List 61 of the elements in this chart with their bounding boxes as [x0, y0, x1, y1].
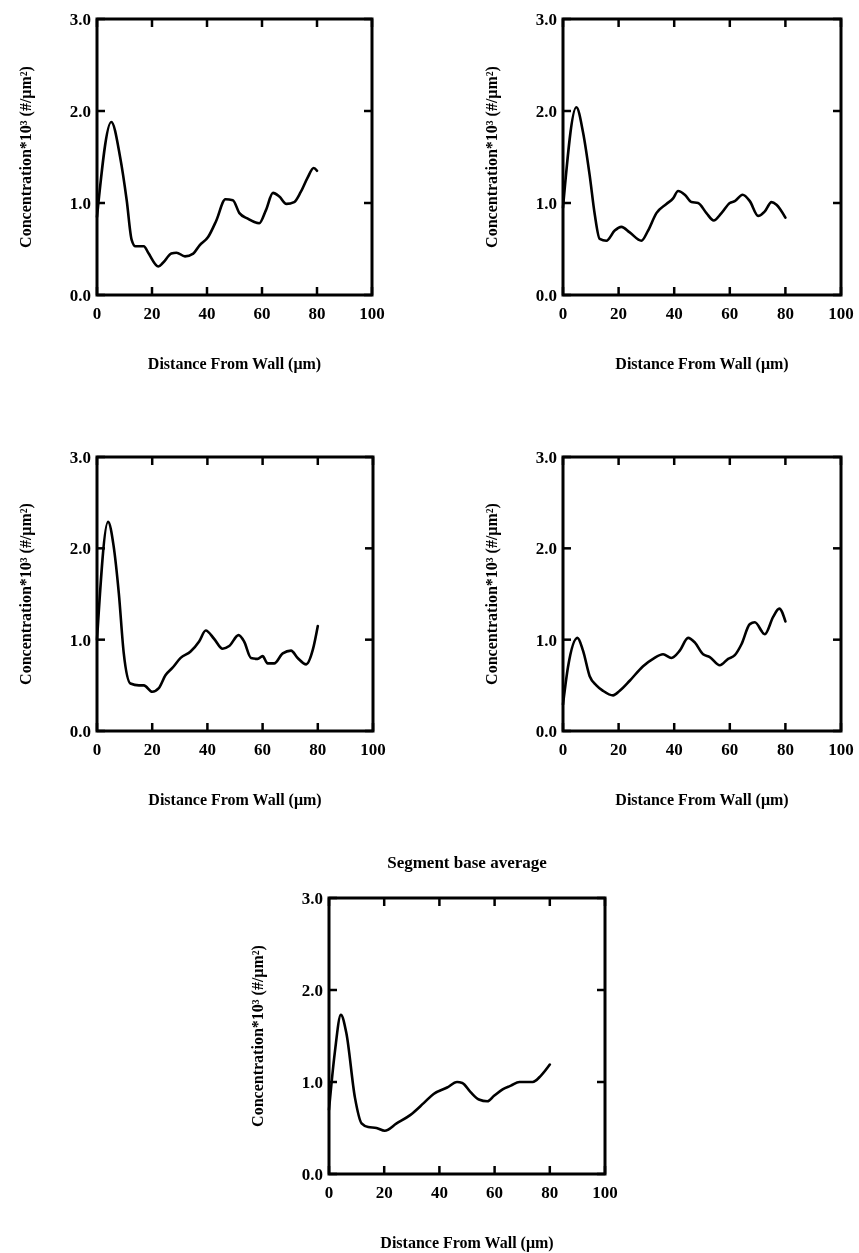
x-tick-label: 40	[665, 740, 683, 759]
x-tick-label: 100	[592, 1183, 618, 1202]
y-tick-label: 2.0	[69, 539, 91, 559]
y-tick-label: 0.0	[69, 285, 91, 305]
x-tick-label: 100	[360, 740, 386, 759]
x-tick-label: 80	[776, 304, 794, 323]
x-axis-title: Distance From Wall (μm)	[147, 355, 322, 373]
x-tick-label: 60	[721, 304, 739, 323]
y-tick-label: 1.0	[535, 193, 557, 213]
x-tick-label: 0	[92, 740, 102, 759]
y-tick-label: 1.0	[69, 193, 91, 213]
x-tick-label: 80	[309, 740, 327, 759]
y-tick-label: 3.0	[535, 9, 557, 29]
y-tick-label: 0.0	[301, 1164, 323, 1184]
x-axis-title: Distance From Wall (μm)	[615, 355, 789, 373]
x-tick-label: 40	[198, 304, 216, 323]
y-tick-label: 1.0	[301, 1072, 323, 1092]
x-tick-label: 0	[92, 304, 102, 323]
x-tick-label: 60	[254, 740, 272, 759]
x-tick-label: 100	[359, 304, 385, 323]
x-tick-label: 80	[541, 1183, 559, 1202]
y-tick-label: 0.0	[535, 285, 557, 305]
chart-title: Segment base average	[387, 853, 548, 872]
x-tick-label: 20	[143, 304, 161, 323]
y-tick-label: 0.0	[69, 721, 91, 741]
y-tick-label: 2.0	[535, 539, 557, 559]
y-axis-title: Concentration*10³ (#/μm²)	[17, 66, 35, 248]
x-tick-label: 20	[375, 1183, 393, 1202]
y-tick-label: 1.0	[69, 630, 91, 650]
x-axis-title: Distance From Wall (μm)	[148, 791, 322, 809]
x-tick-label: 40	[430, 1183, 448, 1202]
x-tick-label: 60	[253, 304, 271, 323]
y-axis-title: Concentration*10³ (#/μm²)	[17, 503, 35, 685]
y-tick-label: 3.0	[69, 9, 91, 29]
y-axis-title: Concentration*10³ (#/μm²)	[483, 66, 501, 248]
x-tick-label: 40	[198, 740, 216, 759]
x-tick-label: 0	[558, 304, 568, 323]
y-axis-title: Concentration*10³ (#/μm²)	[483, 503, 501, 685]
y-tick-label: 2.0	[69, 101, 91, 121]
y-tick-label: 3.0	[69, 447, 91, 467]
x-tick-label: 80	[308, 304, 326, 323]
y-tick-label: 1.0	[535, 630, 557, 650]
y-tick-label: 2.0	[301, 980, 323, 1000]
x-tick-label: 100	[828, 740, 854, 759]
x-tick-label: 60	[721, 740, 739, 759]
x-tick-label: 20	[610, 304, 628, 323]
x-tick-label: 100	[828, 304, 854, 323]
x-tick-label: 20	[143, 740, 161, 759]
x-tick-label: 0	[558, 740, 568, 759]
x-tick-label: 40	[665, 304, 683, 323]
y-tick-label: 2.0	[535, 101, 557, 121]
x-axis-title: Distance From Wall (μm)	[615, 791, 789, 809]
x-tick-label: 80	[776, 740, 794, 759]
y-axis-title: Concentration*10³ (#/μm²)	[249, 945, 267, 1127]
x-tick-label: 20	[610, 740, 628, 759]
y-tick-label: 3.0	[535, 447, 557, 467]
x-tick-label: 60	[486, 1183, 504, 1202]
y-tick-label: 0.0	[535, 721, 557, 741]
y-tick-label: 3.0	[301, 888, 323, 908]
x-axis-title: Distance From Wall (μm)	[380, 1234, 554, 1252]
x-tick-label: 0	[324, 1183, 334, 1202]
